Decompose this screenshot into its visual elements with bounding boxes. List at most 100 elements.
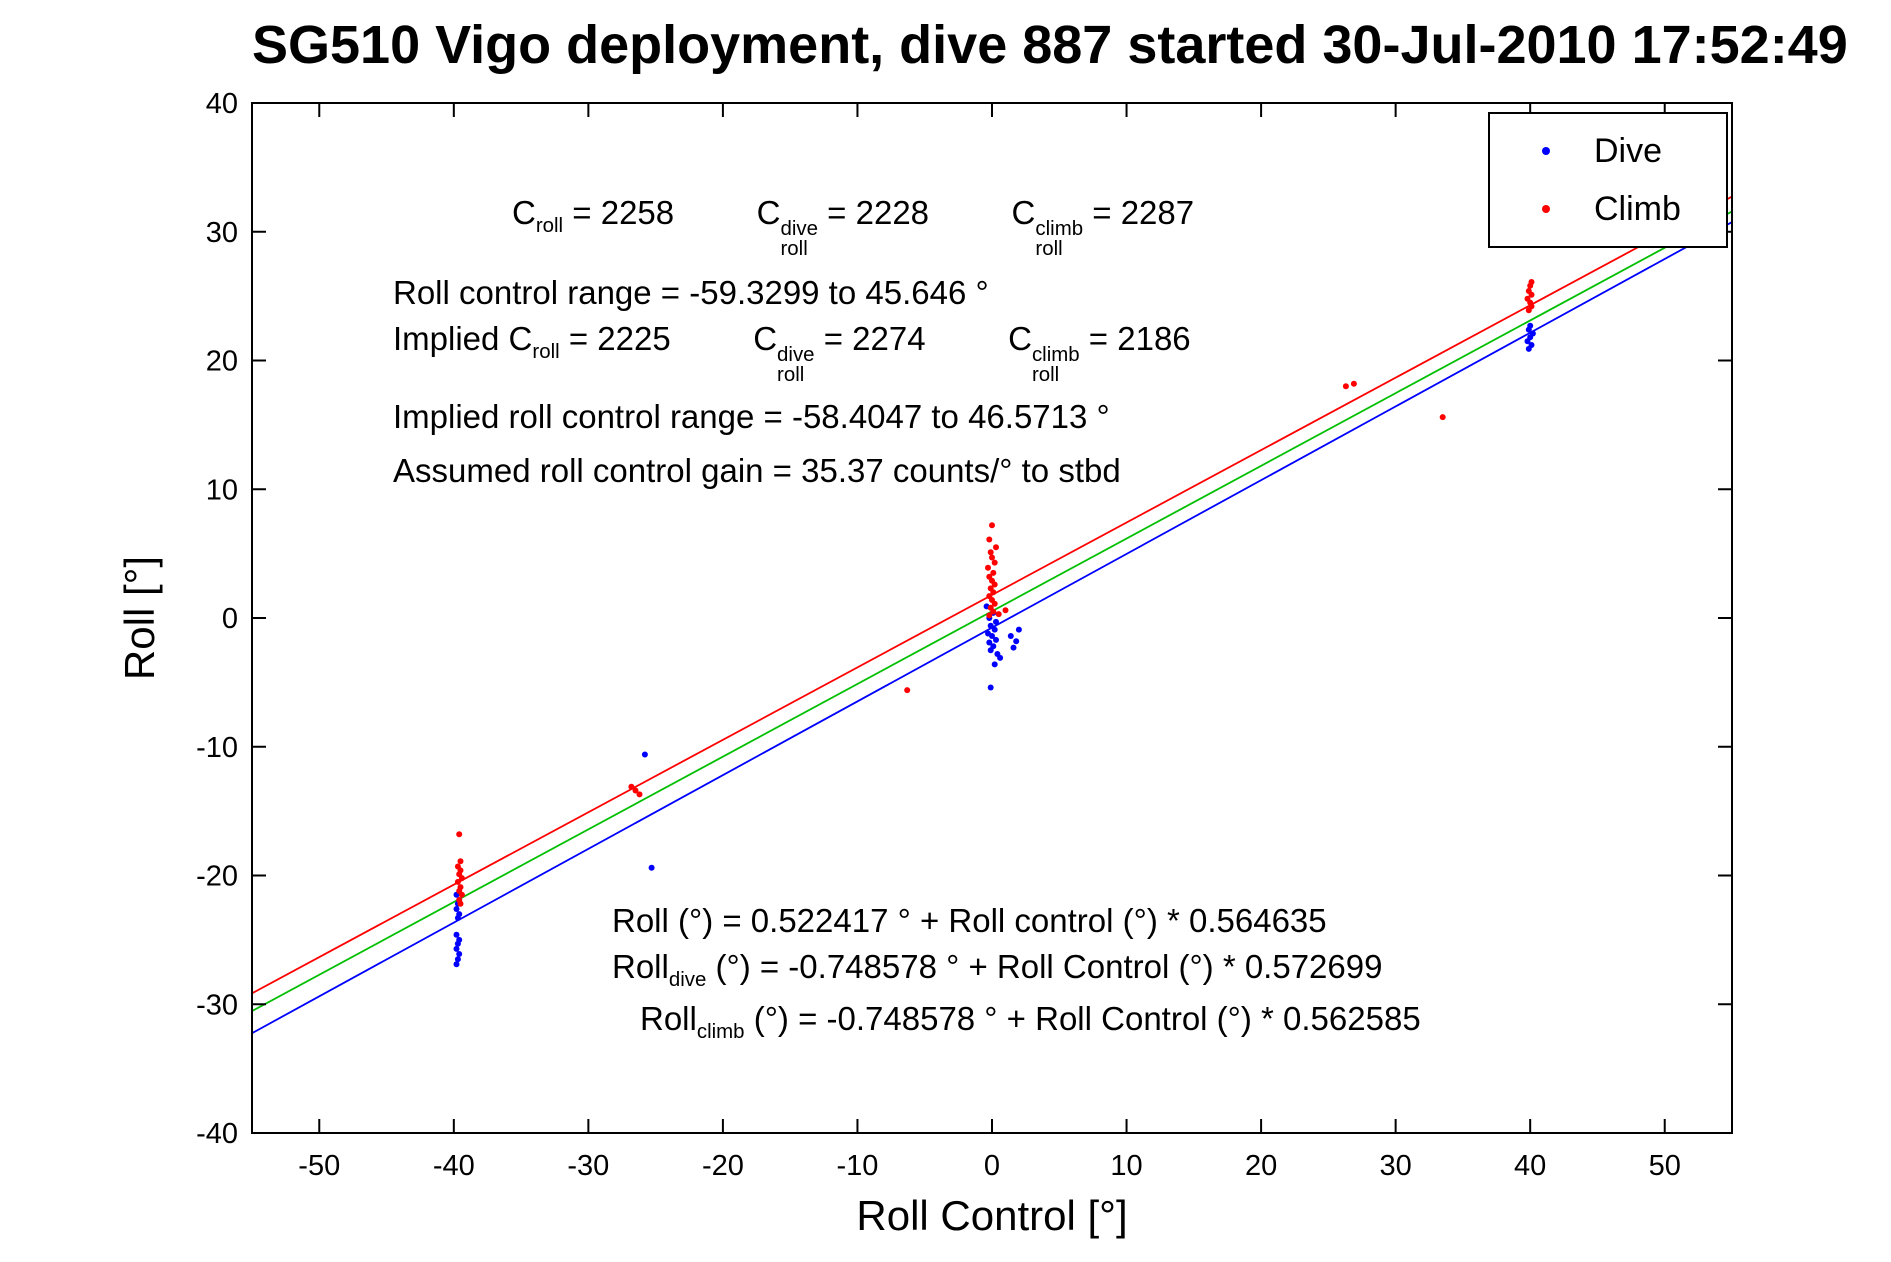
x-tick-label: -20	[702, 1150, 744, 1182]
point-dive	[989, 633, 995, 639]
y-axis-label: Roll [°]	[116, 555, 163, 681]
sub-text: climb	[696, 1020, 745, 1044]
point-climb	[987, 549, 994, 556]
x-tick-label: 0	[984, 1150, 1000, 1182]
point-climb	[1528, 279, 1535, 285]
point-climb	[454, 878, 461, 885]
point-climb	[987, 604, 994, 611]
annotation-text: Roll	[612, 948, 669, 985]
point-climb	[457, 858, 464, 865]
legend-label-dive: Dive	[1594, 131, 1663, 170]
point-climb	[991, 559, 998, 566]
annotation-assumed-gain: Assumed roll control gain = 35.37 counts…	[393, 450, 1121, 491]
y-tick-label: 0	[222, 603, 238, 635]
legend-item-climb: Climb	[1490, 180, 1726, 238]
annotation-text: C	[512, 194, 536, 231]
point-dive	[1529, 330, 1536, 337]
annotation-text: C	[1011, 194, 1036, 231]
y-tick-label: -10	[196, 732, 238, 764]
point-climb	[1350, 380, 1357, 387]
annotation-text: = 2186	[1079, 320, 1191, 357]
point-dive	[453, 961, 460, 968]
point-climb	[457, 900, 464, 907]
point-climb	[993, 544, 999, 551]
point-climb	[987, 585, 994, 592]
x-tick-label: -10	[836, 1150, 878, 1182]
point-dive	[648, 864, 655, 871]
point-climb	[990, 569, 997, 576]
point-climb	[989, 554, 995, 561]
point-climb	[632, 787, 639, 794]
annotation-text: Roll	[640, 1000, 697, 1037]
x-axis-label: Roll Control [°]	[856, 1192, 1128, 1239]
annotation-text: = 2287	[1083, 194, 1195, 231]
point-dive	[456, 951, 463, 957]
point-dive	[993, 618, 999, 625]
point-dive	[454, 956, 461, 963]
point-dive	[991, 626, 998, 633]
supsub-text: dive roll	[780, 217, 819, 260]
annotation-text: (°) = -0.748578 ° + Roll Control (°) * 0…	[706, 948, 1383, 985]
point-dive	[453, 906, 460, 912]
point-climb	[986, 593, 993, 600]
annotation-text: Implied roll control range = -58.4047 to…	[393, 398, 1110, 435]
x-tick-label: 10	[1110, 1150, 1142, 1182]
annotation-text: C	[756, 194, 781, 231]
annotation-text: = 2225	[559, 320, 754, 357]
point-dive	[987, 684, 994, 691]
x-tick-label: -50	[298, 1150, 340, 1182]
point-climb	[628, 783, 635, 790]
point-climb	[458, 875, 465, 882]
annotation-fit-climb: Rollclimb (°) = -0.748578 ° + Roll Contr…	[640, 998, 1421, 1045]
point-climb	[636, 791, 643, 798]
point-climb	[458, 891, 465, 898]
point-dive	[1528, 342, 1535, 348]
annotation-text: C	[753, 320, 778, 357]
point-climb	[456, 831, 463, 838]
y-tick-label: 40	[206, 88, 238, 120]
supsub-text: climb roll	[1031, 343, 1080, 386]
annotation-text: (°) = -0.748578 ° + Roll Control (°) * 0…	[744, 1000, 1421, 1037]
annotation-roll-control-range: Roll control range = -59.3299 to 45.646 …	[393, 272, 989, 313]
point-climb	[1524, 295, 1531, 302]
chart-title: SG510 Vigo deployment, dive 887 started …	[252, 15, 1848, 75]
x-tick-label: 40	[1514, 1150, 1546, 1182]
climb-marker-icon	[1542, 205, 1550, 213]
annotation-text: Implied C	[393, 320, 533, 357]
y-tick-label: 10	[206, 474, 238, 506]
point-climb	[995, 611, 1002, 618]
annotation-fit-all: Roll (°) = 0.522417 ° + Roll control (°)…	[612, 900, 1327, 941]
sub-text: roll	[532, 340, 560, 364]
point-climb	[986, 536, 993, 543]
x-tick-label: 30	[1380, 1150, 1412, 1182]
annotation-text: = 2258	[563, 194, 757, 231]
supsub-text: climb roll	[1035, 217, 1084, 260]
point-climb	[985, 564, 991, 571]
point-climb	[986, 573, 993, 580]
point-dive	[1015, 626, 1022, 633]
annotation-text: = 2228	[818, 194, 1012, 231]
point-dive	[454, 940, 461, 947]
annotation-text: Assumed roll control gain = 35.37 counts…	[393, 452, 1121, 489]
sub-text: dive	[668, 968, 707, 992]
point-dive	[987, 622, 994, 629]
annotation-implied-range: Implied roll control range = -58.4047 to…	[393, 396, 1110, 437]
x-tick-label: 50	[1649, 1150, 1681, 1182]
point-dive	[986, 639, 993, 646]
point-climb	[986, 612, 993, 619]
y-tick-label: 20	[206, 346, 238, 378]
y-tick-label: 30	[206, 217, 238, 249]
point-dive	[1527, 322, 1534, 329]
point-dive	[997, 654, 1004, 661]
legend: Dive Climb	[1488, 112, 1728, 248]
point-dive	[454, 915, 461, 921]
legend-label-climb: Climb	[1594, 189, 1681, 228]
point-dive	[453, 931, 460, 938]
point-climb	[1525, 288, 1532, 294]
annotation-fit-dive: Rolldive (°) = -0.748578 ° + Roll Contro…	[612, 946, 1382, 993]
point-dive	[641, 751, 648, 758]
x-tick-label: 20	[1245, 1150, 1277, 1182]
